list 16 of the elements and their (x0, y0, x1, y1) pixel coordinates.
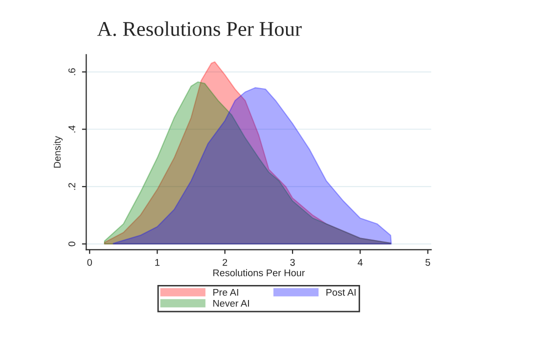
legend-label: Post AI (326, 288, 356, 296)
y-tick-label: 0 (68, 242, 76, 246)
x-tick-label: 2 (222, 258, 228, 266)
x-axis-title: Resolutions Per Hour (213, 269, 305, 276)
legend-label: Pre AI (213, 288, 238, 296)
y-axis-title: Density (54, 136, 63, 168)
y-tick-label: .4 (68, 125, 76, 132)
y-tick-label: .6 (68, 68, 76, 76)
x-tick-label: 0 (87, 258, 92, 266)
x-tick-label: 3 (290, 258, 295, 266)
x-tick-label: 1 (155, 259, 160, 266)
x-tick-label: 5 (426, 259, 430, 266)
legend-label: Never AI (213, 300, 249, 307)
y-tick-label: .2 (68, 183, 76, 190)
x-tick-label: 4 (358, 259, 363, 266)
chart-title: A. Resolutions Per Hour (97, 21, 302, 36)
